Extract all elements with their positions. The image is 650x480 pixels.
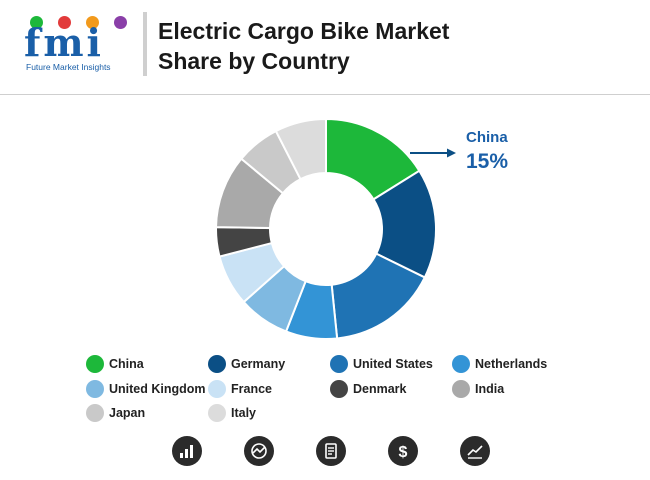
legend-swatch xyxy=(330,380,348,398)
logo-dot-icon xyxy=(30,16,43,29)
line-chart-icon[interactable] xyxy=(460,436,490,466)
legend-label: France xyxy=(231,382,272,396)
logo-dot-icon xyxy=(114,16,127,29)
legend-label: Japan xyxy=(109,406,146,420)
legend-label: United Kingdom xyxy=(109,382,206,396)
legend-item-denmark[interactable]: Denmark xyxy=(330,379,407,399)
callout-arrow-head-icon xyxy=(447,148,456,158)
logo-dot-icon xyxy=(58,16,71,29)
report-icon[interactable] xyxy=(316,436,346,466)
title-line-1: Electric Cargo Bike Market xyxy=(158,18,450,44)
legend-swatch xyxy=(208,380,226,398)
legend-swatch xyxy=(452,355,470,373)
svg-text:$: $ xyxy=(399,444,408,460)
legend-swatch xyxy=(208,404,226,422)
legend-item-france[interactable]: France xyxy=(208,379,272,399)
legend-swatch xyxy=(208,355,226,373)
donut-chart: China 15% xyxy=(214,117,508,340)
header-rule xyxy=(0,94,650,95)
title-line-2: Share by Country xyxy=(158,48,350,74)
donut-slice-italy[interactable] xyxy=(274,117,327,181)
legend-label: China xyxy=(109,357,144,371)
header: fmi Future Market Insights Electric Carg… xyxy=(0,0,650,95)
callout-label: China xyxy=(466,129,508,146)
dollar-icon[interactable]: $ xyxy=(388,436,418,466)
logo-dot-icon xyxy=(86,16,99,29)
callout-value: 15% xyxy=(466,150,508,173)
donut-slices xyxy=(214,117,437,340)
legend-item-united-kingdom[interactable]: United Kingdom xyxy=(86,379,206,399)
logo-letters: fmi xyxy=(24,20,104,65)
gauge-icon[interactable] xyxy=(244,436,274,466)
legend-item-india[interactable]: India xyxy=(452,379,504,399)
legend-label: India xyxy=(475,382,505,396)
bar-chart-icon[interactable] xyxy=(172,436,202,466)
legend-item-italy[interactable]: Italy xyxy=(208,403,256,423)
legend-item-japan[interactable]: Japan xyxy=(86,403,145,423)
legend-label: Germany xyxy=(231,357,286,371)
header-divider xyxy=(143,12,147,76)
legend-swatch xyxy=(452,380,470,398)
legend-item-united-states[interactable]: United States xyxy=(330,354,433,374)
legend-swatch xyxy=(86,404,104,422)
legend-swatch xyxy=(330,355,348,373)
logo-subtitle: Future Market Insights xyxy=(26,62,111,72)
legend-label: Denmark xyxy=(353,382,407,396)
legend-label: Italy xyxy=(231,406,257,420)
page-title: Electric Cargo Bike Market Share by Coun… xyxy=(158,16,449,76)
legend-label: Netherlands xyxy=(475,357,548,371)
fmi-logo[interactable]: fmi Future Market Insights xyxy=(24,14,136,76)
legend-swatch xyxy=(86,355,104,373)
legend-item-germany[interactable]: Germany xyxy=(208,354,285,374)
legend-item-china[interactable]: China xyxy=(86,354,144,374)
chart-legend: China Germany United States Netherlands … xyxy=(0,354,650,426)
legend-item-netherlands[interactable]: Netherlands xyxy=(452,354,547,374)
footer-icons: $ xyxy=(0,436,650,470)
legend-swatch xyxy=(86,380,104,398)
legend-label: United States xyxy=(353,357,433,371)
